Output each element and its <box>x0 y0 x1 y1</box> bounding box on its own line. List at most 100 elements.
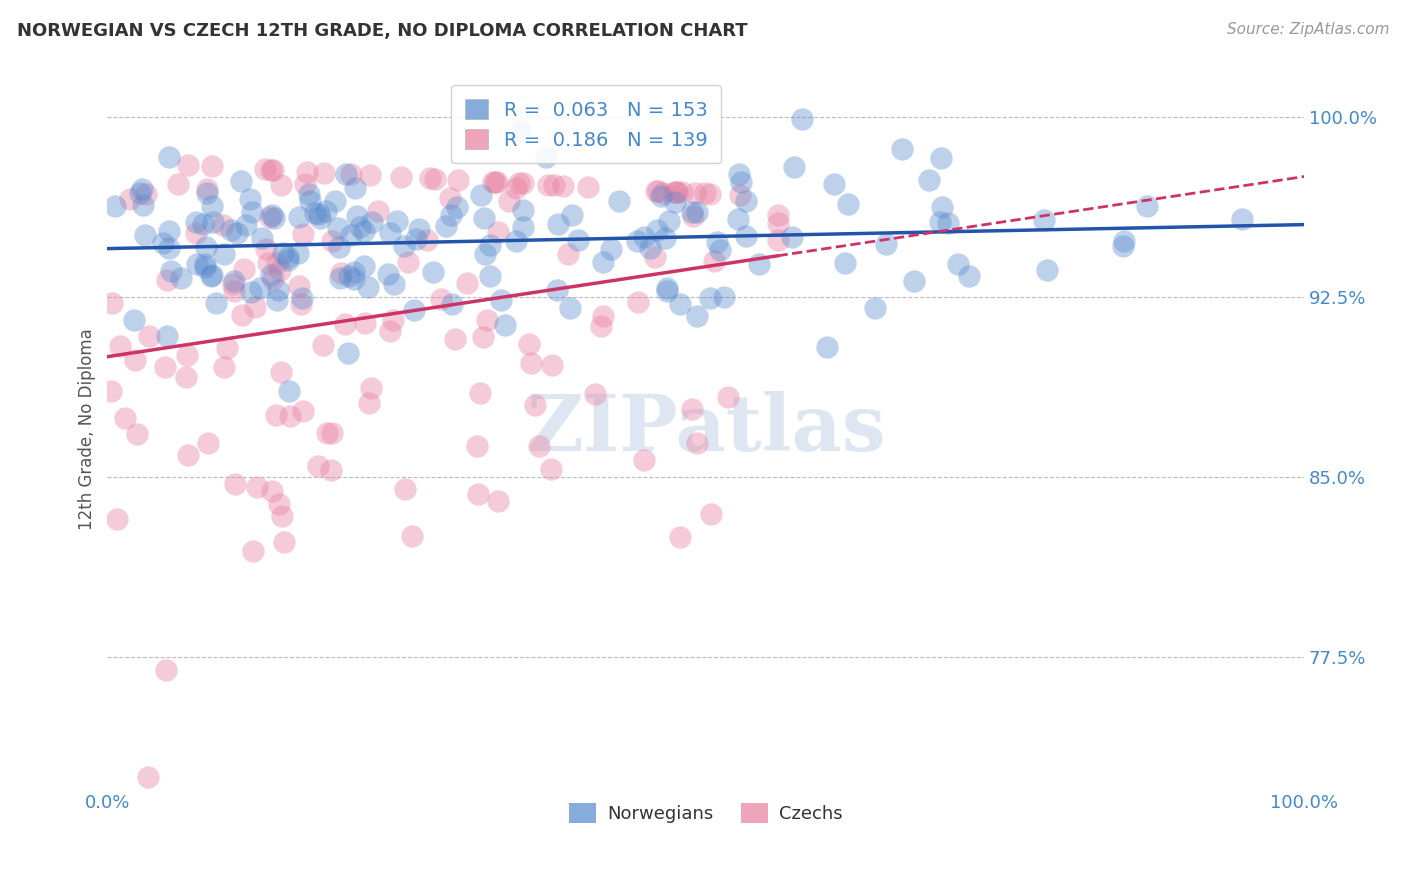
Point <box>681 205 703 219</box>
Point <box>474 247 496 261</box>
Point <box>287 245 309 260</box>
Point <box>201 199 224 213</box>
Point <box>790 112 813 126</box>
Point <box>262 484 284 499</box>
Point <box>177 158 200 172</box>
Point <box>240 205 263 219</box>
Point <box>430 292 453 306</box>
Point <box>441 297 464 311</box>
Point <box>298 186 321 201</box>
Point <box>730 175 752 189</box>
Point <box>505 235 527 249</box>
Point <box>186 215 208 229</box>
Point <box>946 257 969 271</box>
Point <box>100 384 122 399</box>
Point <box>1114 234 1136 248</box>
Point <box>222 274 245 288</box>
Point <box>385 214 408 228</box>
Point <box>321 463 343 477</box>
Point <box>270 509 292 524</box>
Point <box>766 216 789 230</box>
Point <box>110 339 132 353</box>
Point <box>644 250 666 264</box>
Point <box>665 185 688 199</box>
Point <box>600 242 623 256</box>
Point <box>447 173 470 187</box>
Point <box>266 256 288 270</box>
Point <box>669 530 692 544</box>
Point <box>157 150 180 164</box>
Point <box>652 186 675 201</box>
Point <box>486 225 509 239</box>
Point <box>105 511 128 525</box>
Point <box>664 195 686 210</box>
Point <box>231 308 253 322</box>
Point <box>657 284 679 298</box>
Point <box>214 359 236 374</box>
Point <box>686 436 709 450</box>
Point <box>482 175 505 189</box>
Point <box>219 223 242 237</box>
Point <box>250 231 273 245</box>
Point <box>377 267 399 281</box>
Point <box>728 168 751 182</box>
Point <box>259 211 281 225</box>
Point <box>405 232 427 246</box>
Point <box>229 174 252 188</box>
Point <box>367 204 389 219</box>
Point <box>682 209 704 223</box>
Point <box>308 211 330 225</box>
Point <box>254 162 277 177</box>
Point <box>200 268 222 283</box>
Point <box>699 186 721 201</box>
Point <box>297 164 319 178</box>
Point <box>359 396 381 410</box>
Point <box>717 390 740 404</box>
Text: ZIPatlas: ZIPatlas <box>526 391 886 467</box>
Point <box>337 346 360 360</box>
Point <box>277 384 299 398</box>
Point <box>239 285 262 299</box>
Point <box>1136 199 1159 213</box>
Point <box>177 448 200 462</box>
Point <box>200 268 222 282</box>
Point <box>131 182 153 196</box>
Point <box>686 309 709 323</box>
Point <box>267 283 290 297</box>
Point <box>343 272 366 286</box>
Point <box>524 398 547 412</box>
Point <box>527 439 550 453</box>
Point <box>256 242 278 256</box>
Point <box>626 234 648 248</box>
Point <box>735 194 758 209</box>
Point <box>101 296 124 310</box>
Point <box>294 178 316 192</box>
Point <box>260 162 283 177</box>
Point <box>357 280 380 294</box>
Point <box>308 207 330 221</box>
Point <box>270 365 292 379</box>
Point <box>288 210 311 224</box>
Point <box>494 318 516 333</box>
Point <box>903 274 925 288</box>
Point <box>396 255 419 269</box>
Point <box>343 265 366 279</box>
Point <box>201 215 224 229</box>
Point <box>269 497 291 511</box>
Point <box>654 231 676 245</box>
Point <box>174 370 197 384</box>
Point <box>439 191 461 205</box>
Point <box>239 192 262 206</box>
Point <box>551 178 574 193</box>
Point <box>645 184 668 198</box>
Point <box>665 185 688 199</box>
Point <box>170 271 193 285</box>
Point <box>225 227 247 241</box>
Point <box>273 535 295 549</box>
Point <box>157 223 180 237</box>
Point <box>291 403 314 417</box>
Point <box>132 198 155 212</box>
Point <box>249 281 271 295</box>
Point <box>1112 239 1135 253</box>
Point <box>607 194 630 208</box>
